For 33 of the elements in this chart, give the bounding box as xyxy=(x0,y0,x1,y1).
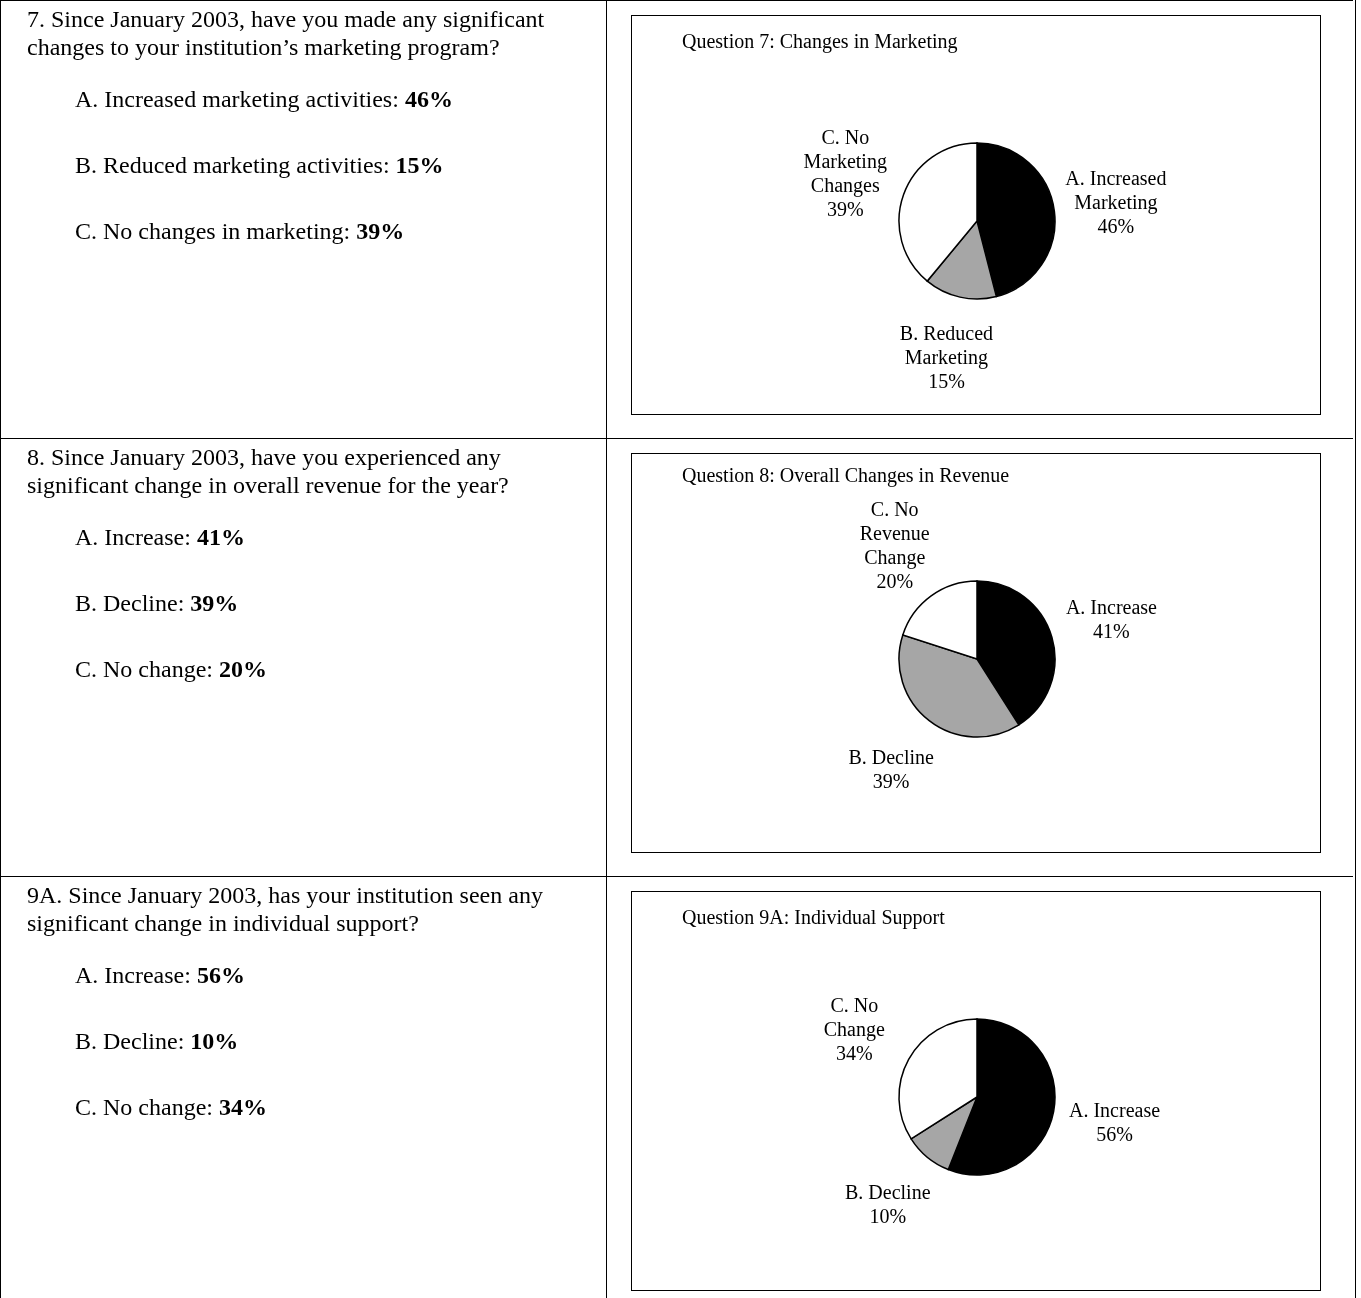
text: B. Decline: 10% xyxy=(75,1027,240,1055)
data-label: 15% xyxy=(928,369,965,392)
slice-label: B. Reduced Marketing xyxy=(899,321,994,369)
text: 7. Since January 2003, have you made any significant changes to your institution’s marketing program? xyxy=(27,5,546,61)
text: B. Decline: 39% xyxy=(75,589,240,617)
data-label: 39% xyxy=(826,197,864,220)
data-label: 56% xyxy=(1096,1123,1133,1146)
text: C. No change: 34% xyxy=(75,1093,268,1121)
chart-title: Question 7: Changes in Marketing xyxy=(682,30,958,53)
data-label: 39% xyxy=(872,769,910,792)
slice-label: A. Increased Marketing xyxy=(1065,167,1167,215)
slice-label: C. No Marketing Changes xyxy=(803,125,887,197)
slice-label: C. No Change xyxy=(823,993,885,1041)
text: C. No change: 20% xyxy=(75,655,268,683)
data-label: 20% xyxy=(876,569,914,592)
data-label: 46% xyxy=(1097,215,1135,238)
data-label: 41% xyxy=(1093,619,1130,642)
data-label: 10% xyxy=(869,1204,907,1227)
slice-label: C. No Revenue Change xyxy=(859,497,930,569)
chart-title: Question 9A: Individual Support xyxy=(682,906,946,929)
text: A. Increased marketing activities: 46% xyxy=(75,85,454,113)
slice-label: A. Increase xyxy=(1068,1099,1161,1122)
slice-label: B. Decline xyxy=(848,745,935,768)
text: A. Increase: 41% xyxy=(75,523,246,551)
text: A. Increase: 56% xyxy=(75,961,246,989)
text: B. Reduced marketing activities: 15% xyxy=(75,151,445,179)
slice-label: A. Increase xyxy=(1065,595,1158,618)
text: 8. Since January 2003, have you experienced any significant change in overall revenue for the year? xyxy=(27,443,510,499)
data-label: 34% xyxy=(835,1041,873,1064)
text: 9A. Since January 2003, has your institution seen any significant change in individual support? xyxy=(27,881,544,937)
slice-label: B. Decline xyxy=(844,1180,931,1203)
chart-title: Question 8: Overall Changes in Revenue xyxy=(682,463,1010,487)
text: C. No changes in marketing: 39% xyxy=(75,217,406,245)
